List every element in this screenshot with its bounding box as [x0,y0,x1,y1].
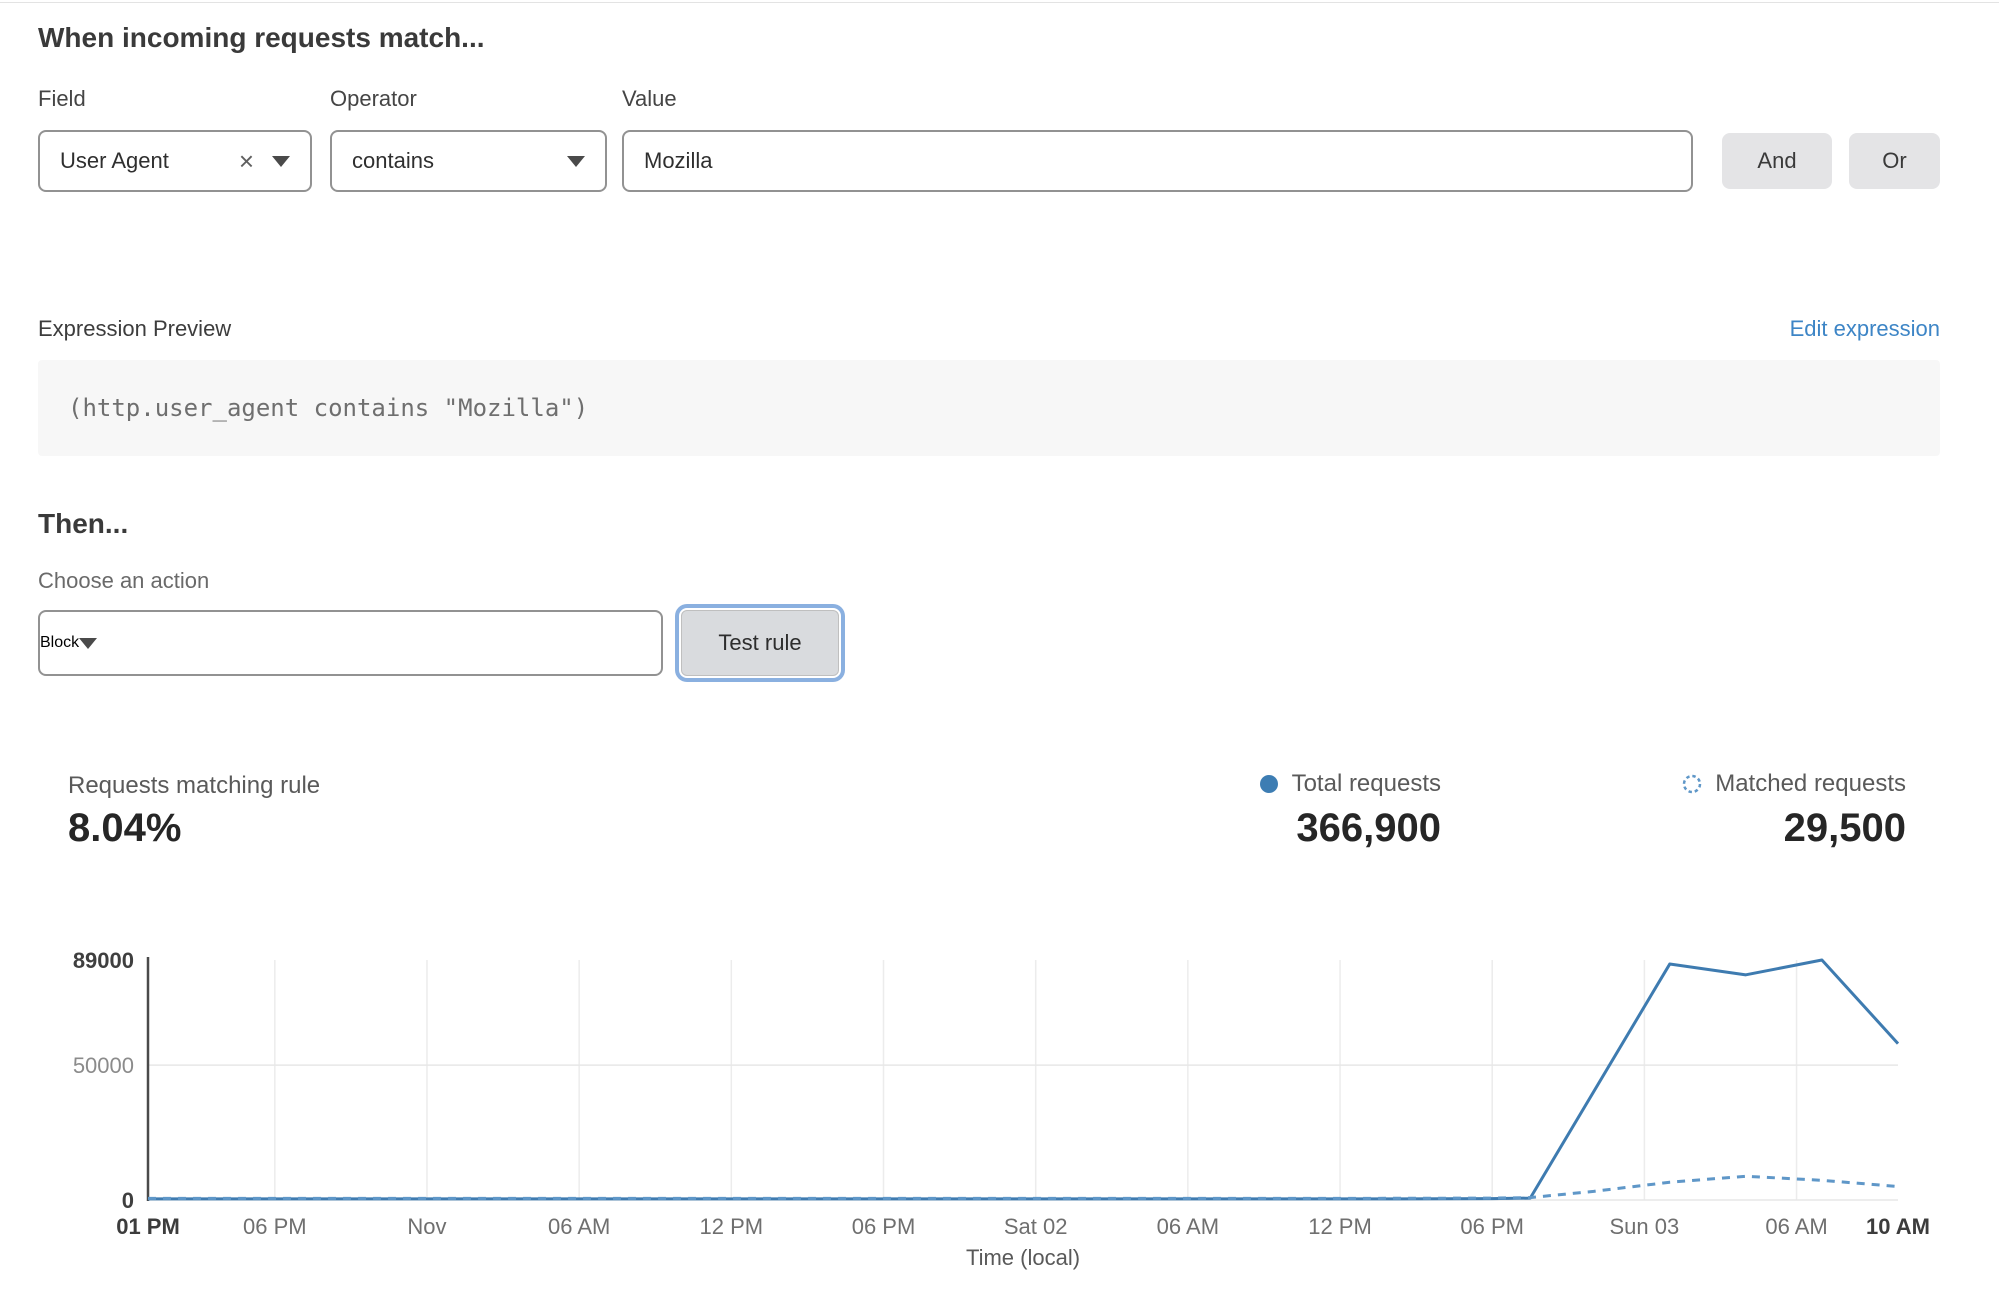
svg-text:Sun 03: Sun 03 [1610,1214,1680,1239]
svg-text:Time (local): Time (local) [966,1245,1080,1270]
expression-code: (http.user_agent contains "Mozilla") [68,394,589,422]
chevron-down-icon [79,637,98,649]
action-selected-value: Block [40,634,80,651]
matching-rule-label: Requests matching rule [68,772,321,799]
svg-text:06 AM: 06 AM [548,1214,610,1239]
svg-text:Sat 02: Sat 02 [1004,1214,1068,1239]
match-section-heading: When incoming requests match... [38,22,485,53]
total-requests-legend: Total requests [1258,770,1441,798]
svg-text:0: 0 [122,1188,134,1213]
svg-text:06 AM: 06 AM [1765,1214,1827,1239]
total-requests-label: Total requests [1291,770,1441,797]
or-button[interactable]: Or [1849,133,1940,189]
chevron-down-icon [567,155,585,167]
matched-requests-label: Matched requests [1715,770,1906,797]
total-requests-value: 366,900 [1296,806,1441,850]
clear-field-icon[interactable]: × [238,146,254,176]
top-divider [0,2,1999,3]
svg-text:50000: 50000 [73,1053,134,1078]
operator-select[interactable]: contains [330,130,607,192]
chevron-down-icon [272,155,290,167]
field-select[interactable]: User Agent × [38,130,312,192]
field-label: Field [38,86,86,111]
svg-text:10 AM: 10 AM [1866,1214,1930,1239]
then-section-heading: Then... [38,508,129,539]
svg-text:06 PM: 06 PM [852,1214,916,1239]
svg-text:12 PM: 12 PM [700,1214,764,1239]
svg-text:12 PM: 12 PM [1308,1214,1372,1239]
svg-text:06 PM: 06 PM [243,1214,307,1239]
test-rule-button[interactable]: Test rule [681,610,839,676]
svg-text:06 PM: 06 PM [1460,1214,1524,1239]
svg-text:89000: 89000 [73,948,134,973]
action-select[interactable]: Block [38,610,663,676]
solid-dot-icon [1259,775,1278,793]
value-label: Value [622,86,677,111]
and-button[interactable]: And [1722,133,1832,189]
svg-text:Nov: Nov [407,1214,446,1239]
matched-requests-value: 29,500 [1783,806,1906,850]
operator-selected-value: contains [352,148,434,173]
svg-text:01 PM: 01 PM [116,1214,180,1239]
field-selected-value: User Agent [60,148,169,173]
requests-over-time-chart: 89000 50000 001 PM 06 PM Nov 06 AM 12 PM 06 PM S… [73,948,1930,1270]
value-input[interactable] [622,130,1693,192]
dashed-circle-icon [1682,774,1702,794]
expression-code-block: (http.user_agent contains "Mozilla") [38,360,1940,456]
operator-label: Operator [330,86,417,111]
edit-expression-link[interactable]: Edit expression [1789,316,1940,341]
choose-action-label: Choose an action [38,568,210,593]
matching-rule-value: 8.04% [68,806,182,850]
matched-requests-legend: Matched requests [1681,770,1906,798]
svg-text:06 AM: 06 AM [1157,1214,1219,1239]
expression-preview-label: Expression Preview [38,316,232,341]
